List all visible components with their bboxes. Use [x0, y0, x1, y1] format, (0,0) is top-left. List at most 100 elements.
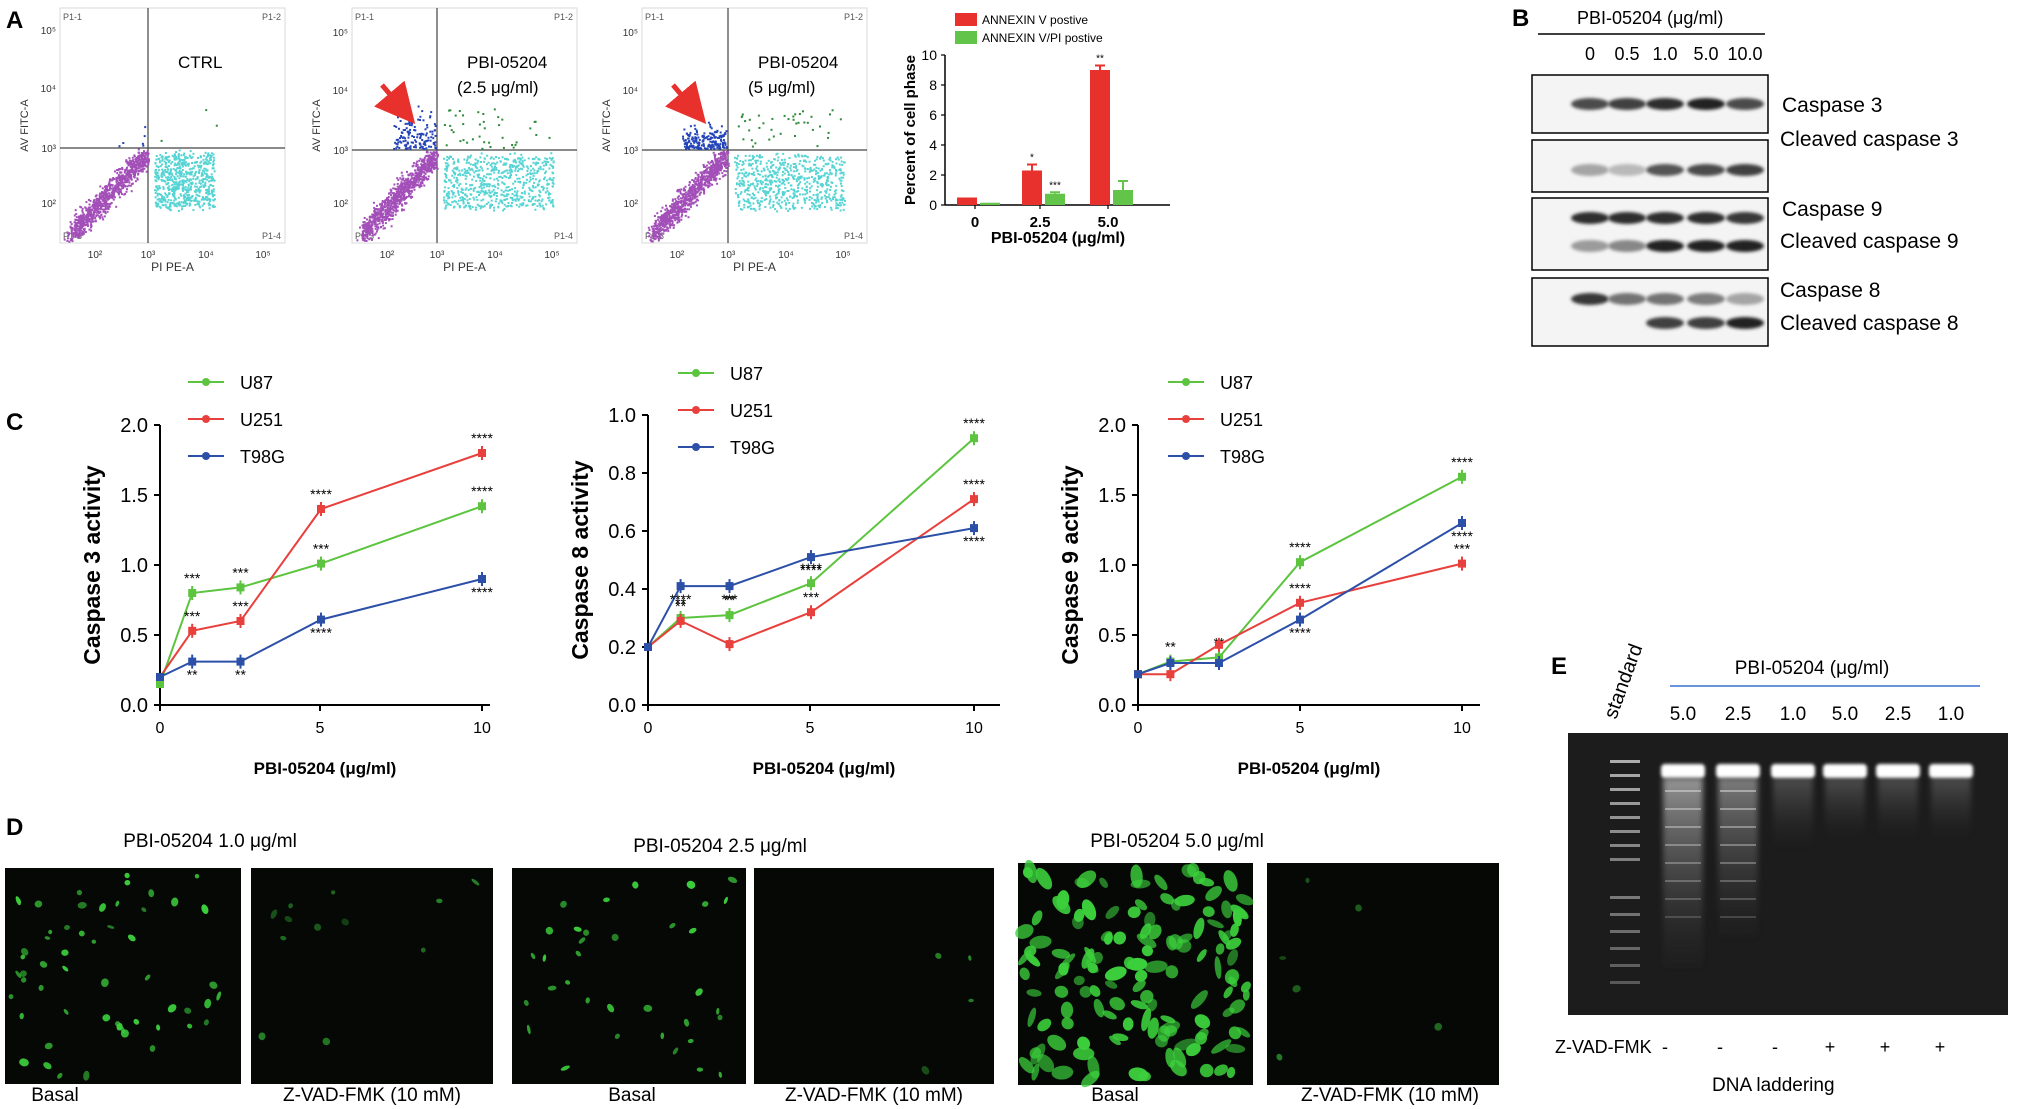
necrotic-cell-point [770, 161, 773, 164]
live-cell-point [723, 154, 726, 156]
necrotic-cell-point [843, 161, 846, 164]
necrotic-cell-point [793, 193, 796, 196]
live-cell-point [683, 193, 686, 195]
necrotic-cell-point [514, 160, 517, 163]
early-apoptotic-point [702, 139, 705, 142]
live-cell-point [136, 167, 139, 170]
live-cell-point [727, 162, 730, 165]
live-cell-point [66, 231, 69, 234]
live-cell-point [90, 221, 93, 224]
necrotic-cell-point [544, 157, 547, 160]
necrotic-cell-point [530, 173, 532, 176]
quad-label: P1-2 [262, 12, 281, 22]
live-cell-point [426, 159, 429, 162]
necrotic-cell-point [480, 161, 482, 163]
necrotic-cell-point [779, 163, 782, 166]
necrotic-cell-point [533, 157, 536, 160]
live-cell-point [680, 201, 682, 204]
necrotic-cell-point [765, 165, 768, 168]
live-cell-point [73, 225, 76, 228]
necrotic-cell-point [541, 161, 544, 164]
necrotic-cell-point [201, 204, 204, 207]
necrotic-cell-point [522, 202, 524, 205]
necrotic-cell-point [747, 189, 750, 192]
necrotic-cell-point [787, 174, 790, 176]
necrotic-cell-point [744, 175, 747, 178]
necrotic-cell-point [481, 169, 484, 172]
live-cell-point [653, 238, 656, 241]
live-cell-point [703, 175, 706, 178]
live-cell-point [662, 214, 665, 217]
live-cell-point [707, 186, 710, 189]
necrotic-cell-point [457, 160, 459, 162]
live-cell-point [112, 194, 115, 197]
live-cell-point [387, 196, 390, 199]
necrotic-cell-point [183, 173, 186, 176]
necrotic-cell-point [828, 169, 831, 171]
live-cell-point [678, 208, 681, 211]
live-cell-point [395, 193, 398, 196]
necrotic-cell-point [173, 199, 176, 202]
necrotic-cell-point [838, 201, 841, 204]
necrotic-cell-point [529, 176, 532, 179]
live-cell-point [651, 227, 654, 230]
live-cell-point [110, 187, 113, 190]
necrotic-cell-point [181, 159, 184, 162]
live-cell-point [696, 198, 698, 201]
live-cell-point [417, 178, 420, 181]
necrotic-cell-point [200, 179, 203, 182]
live-cell-point [63, 238, 66, 241]
necrotic-cell-point [466, 169, 469, 172]
live-cell-point [659, 218, 662, 221]
necrotic-cell-point [173, 196, 176, 199]
necrotic-cell-point [759, 181, 762, 184]
live-cell-point [101, 187, 104, 190]
necrotic-cell-point [829, 185, 832, 188]
live-cell-point [140, 152, 143, 154]
live-cell-point [412, 173, 415, 176]
live-cell-point [661, 216, 664, 219]
necrotic-cell-point [465, 187, 468, 190]
necrotic-cell-point [519, 167, 522, 170]
necrotic-cell-point [456, 181, 459, 184]
necrotic-cell-point [819, 191, 822, 194]
live-cell-point [697, 185, 700, 188]
necrotic-cell-point [784, 203, 787, 206]
necrotic-cell-point [545, 160, 548, 163]
live-cell-point [656, 212, 659, 215]
necrotic-cell-point [198, 164, 201, 167]
live-cell-point [131, 171, 134, 174]
necrotic-cell-point [835, 204, 838, 207]
necrotic-cell-point [157, 157, 160, 160]
live-cell-point [83, 216, 86, 219]
live-cell-point [421, 178, 424, 181]
early-apoptotic-point [701, 135, 704, 138]
late-apoptotic-point [498, 124, 501, 127]
necrotic-cell-point [816, 193, 819, 196]
live-cell-point [430, 169, 433, 172]
live-cell-point [87, 206, 90, 209]
necrotic-cell-point [808, 170, 811, 173]
live-cell-point [704, 171, 707, 174]
live-cell-point [656, 218, 659, 221]
y-tick: 10⁴ [623, 86, 638, 97]
live-cell-point [708, 184, 711, 187]
early-apoptotic-point [687, 133, 690, 136]
early-apoptotic-point [715, 142, 718, 145]
necrotic-cell-point [164, 203, 167, 206]
live-cell-point [389, 206, 392, 209]
live-cell-point [685, 202, 688, 205]
late-apoptotic-point [450, 129, 453, 132]
necrotic-cell-point [478, 186, 481, 189]
necrotic-cell-point [516, 190, 519, 193]
live-cell-point [121, 187, 124, 190]
necrotic-cell-point [789, 195, 792, 198]
necrotic-cell-point [551, 157, 554, 160]
necrotic-cell-point [461, 192, 464, 194]
necrotic-cell-point [450, 190, 453, 192]
flow-plots: P1-1P1-2P1-3P1-410²10³10⁴10⁵10²10³10⁴10⁵… [19, 7, 868, 274]
live-cell-point [119, 171, 122, 174]
necrotic-cell-point [490, 205, 492, 208]
live-cell-point [140, 170, 143, 173]
live-cell-point [659, 216, 662, 219]
